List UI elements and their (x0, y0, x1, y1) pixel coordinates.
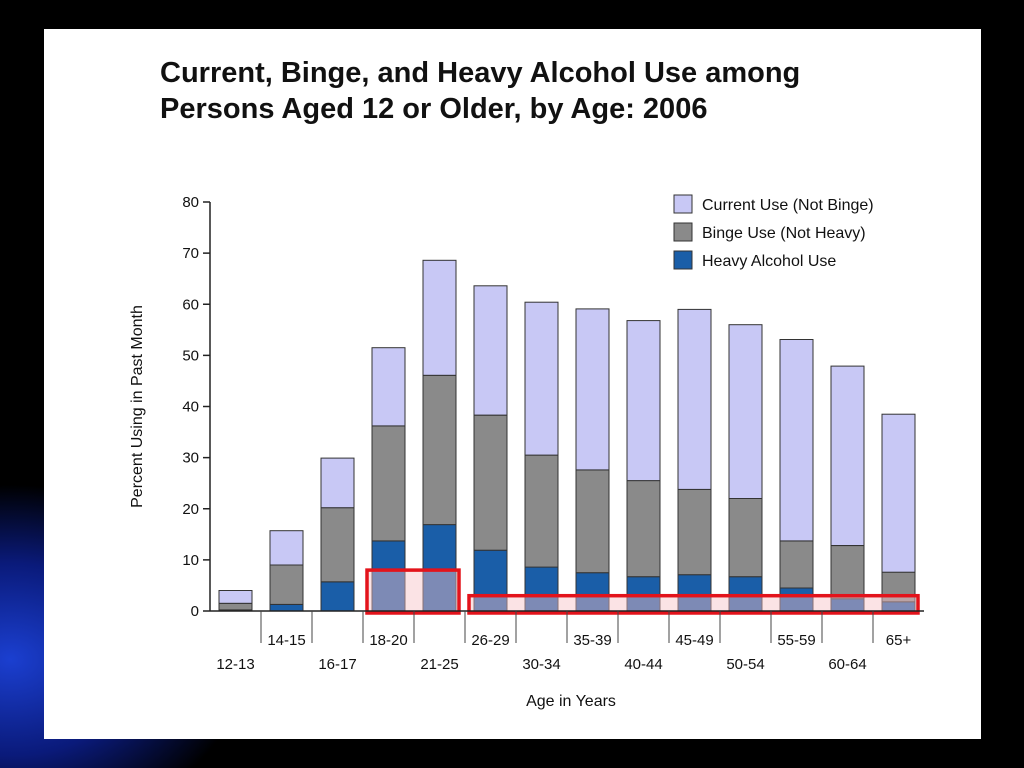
y-tick-label-10: 10 (182, 552, 199, 569)
bar-binge-55-59 (779, 540, 814, 589)
bar-binge-26-29 (473, 414, 508, 551)
y-tick-label-0: 0 (191, 603, 199, 620)
x-tick-label-50-54: 50-54 (726, 656, 764, 673)
bar-binge-60-64 (830, 545, 865, 600)
bar-heavy-16-17 (320, 581, 355, 612)
x-axis-title: Age in Years (526, 693, 616, 710)
bar-current-14-15 (269, 530, 304, 566)
slide: Current, Binge, and Heavy Alcohol Use am… (44, 29, 981, 739)
legend: Current Use (Not Binge) Binge Use (Not He… (673, 194, 874, 270)
bar-current-35-39 (575, 308, 610, 471)
highlight-box-2 (467, 593, 920, 615)
bar-binge-30-34 (524, 454, 559, 568)
bar-current-50-54 (728, 324, 763, 500)
y-axis: 0 10 20 30 40 50 60 70 80 (182, 194, 211, 620)
x-tick-label-60-64: 60-64 (828, 656, 866, 673)
x-tick-label-65: 65+ (886, 632, 912, 649)
bar-current-45-49 (677, 308, 712, 490)
chart-title-line-1: Current, Binge, and Heavy Alcohol Use am… (160, 57, 801, 89)
x-axis: 12-13 14-15 16-17 18-20 21-25 26-29 30-34 35-39… (210, 610, 924, 673)
x-tick-label-30-34: 30-34 (522, 656, 560, 673)
stacked-bar-chart: 0 10 20 30 40 50 60 70 80 12-13 14-15 16-17 18-20 21… (129, 194, 924, 710)
bar-heavy-45-49 (677, 574, 712, 612)
bar-binge-16-17 (320, 507, 355, 583)
y-tick-label-60: 60 (182, 296, 199, 313)
y-tick-label-70: 70 (182, 245, 199, 262)
x-tick-label-14-15: 14-15 (267, 632, 305, 649)
bar-current-55-59 (779, 339, 814, 542)
x-tick-label-18-20: 18-20 (369, 632, 407, 649)
highlight-box-1 (365, 568, 461, 615)
legend-label-binge: Binge Use (Not Heavy) (702, 225, 866, 242)
chart-title-line-2: Persons Aged 12 or Older, by Age: 2006 (160, 93, 708, 125)
bar-binge-21-25 (422, 374, 457, 526)
bar-current-12-13 (218, 590, 253, 604)
x-tick-label-55-59: 55-59 (777, 632, 815, 649)
y-tick-label-50: 50 (182, 347, 199, 364)
x-tick-label-45-49: 45-49 (675, 632, 713, 649)
legend-swatch-heavy (673, 250, 693, 270)
legend-swatch-binge (673, 222, 693, 242)
y-tick-label-30: 30 (182, 450, 199, 467)
bar-binge-40-44 (626, 480, 661, 578)
bar-current-40-44 (626, 320, 661, 482)
y-tick-label-80: 80 (182, 194, 199, 211)
x-tick-label-35-39: 35-39 (573, 632, 611, 649)
bar-current-30-34 (524, 301, 559, 456)
bar-current-60-64 (830, 365, 865, 546)
y-axis-title: Percent Using in Past Month (129, 305, 146, 508)
legend-label-current: Current Use (Not Binge) (702, 197, 874, 214)
x-tick-label-26-29: 26-29 (471, 632, 509, 649)
bar-current-26-29 (473, 285, 508, 416)
y-tick-label-40: 40 (182, 399, 199, 416)
x-tick-label-16-17: 16-17 (318, 656, 356, 673)
bars-group (218, 259, 916, 612)
bar-current-65 (881, 413, 916, 573)
x-tick-label-40-44: 40-44 (624, 656, 662, 673)
bar-binge-50-54 (728, 498, 763, 578)
bar-heavy-14-15 (269, 603, 304, 612)
legend-label-heavy: Heavy Alcohol Use (702, 253, 836, 270)
bar-current-16-17 (320, 457, 355, 509)
bar-current-21-25 (422, 259, 457, 376)
y-tick-label-20: 20 (182, 501, 199, 518)
x-tick-label-21-25: 21-25 (420, 656, 458, 673)
legend-swatch-current (673, 194, 693, 214)
bar-binge-18-20 (371, 425, 406, 542)
highlights-group (365, 568, 920, 615)
bar-binge-45-49 (677, 488, 712, 576)
bar-heavy-50-54 (728, 576, 763, 612)
bar-binge-12-13 (218, 602, 253, 611)
chart-title: Current, Binge, and Heavy Alcohol Use am… (160, 55, 960, 127)
x-tick-label-12-13: 12-13 (216, 656, 254, 673)
bar-heavy-40-44 (626, 576, 661, 612)
bar-binge-35-39 (575, 469, 610, 574)
bar-binge-14-15 (269, 564, 304, 605)
bar-current-18-20 (371, 347, 406, 427)
